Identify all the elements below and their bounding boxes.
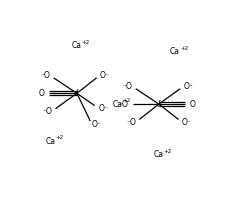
Text: ⁻O: ⁻O bbox=[118, 100, 128, 109]
Text: O: O bbox=[188, 100, 194, 109]
Text: Ca: Ca bbox=[169, 47, 179, 56]
Text: Ca: Ca bbox=[72, 41, 82, 50]
Text: +2: +2 bbox=[179, 46, 187, 51]
Text: O⁻: O⁻ bbox=[99, 71, 109, 80]
Text: I: I bbox=[157, 100, 159, 109]
Text: +2: +2 bbox=[55, 135, 63, 140]
Text: ⁻O: ⁻O bbox=[125, 118, 135, 127]
Text: +2: +2 bbox=[122, 98, 131, 103]
Text: ⁻O: ⁻O bbox=[122, 82, 132, 91]
Text: ⁻O: ⁻O bbox=[40, 71, 50, 80]
Text: Ca: Ca bbox=[112, 100, 122, 109]
Text: ⁻O: ⁻O bbox=[42, 107, 52, 116]
Text: O⁻: O⁻ bbox=[183, 82, 193, 91]
Text: O⁻: O⁻ bbox=[181, 118, 191, 127]
Text: +2: +2 bbox=[82, 40, 90, 45]
Text: O: O bbox=[39, 89, 45, 98]
Text: Ca: Ca bbox=[45, 137, 55, 146]
Text: O⁻: O⁻ bbox=[98, 104, 108, 113]
Text: Ca: Ca bbox=[153, 150, 163, 159]
Text: O⁻: O⁻ bbox=[92, 120, 101, 129]
Text: I: I bbox=[75, 89, 78, 98]
Text: +2: +2 bbox=[163, 149, 171, 154]
